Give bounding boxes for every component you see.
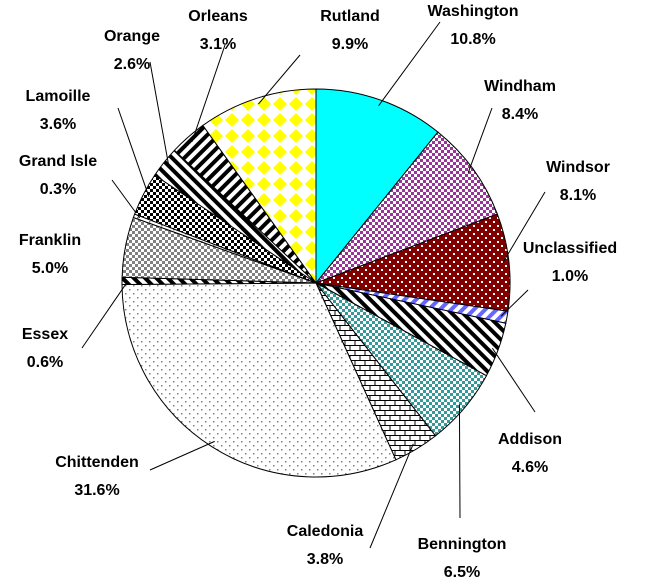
slice-value-label: 31.6% [74,482,119,499]
slice-value-label: 1.0% [552,268,588,285]
leader-line [191,44,226,142]
slice-label: Lamoille [26,88,91,105]
slice-value-label: 8.4% [502,106,538,123]
slice-label: Unclassified [523,240,617,257]
slice-value-label: 4.6% [512,459,548,476]
leader-line [149,440,215,471]
leader-line [111,179,141,219]
slice-label: Essex [22,326,68,343]
slice-value-label: 0.6% [27,354,63,371]
slice-label: Bennington [418,536,507,553]
slice-value-label: 3.6% [40,116,76,133]
slice-value-label: 3.8% [307,551,343,568]
slice-label: Windsor [546,159,610,176]
slice-label: Caledonia [287,523,364,540]
slice-label: Grand Isle [19,153,97,170]
slice-label: Orleans [188,8,248,25]
slice-label: Franklin [19,232,81,249]
slice-value-label: 3.1% [200,36,236,53]
slice-label: Washington [428,3,519,20]
slice-value-label: 5.0% [32,260,68,277]
leader-line [369,443,414,549]
leader-line [502,191,546,263]
slice-value-label: 8.1% [560,187,596,204]
slice-label: Rutland [320,8,380,25]
slice-value-label: 2.6% [114,56,150,73]
leader-line [149,61,170,167]
slice-label: Addison [498,431,562,448]
leader-line [378,21,441,107]
slice-label: Orange [104,28,160,45]
slice-value-label: 10.8% [450,31,495,48]
leader-line [500,289,529,317]
slice-value-label: 0.3% [40,181,76,198]
slice-label: Windham [484,78,556,95]
pie-slice [202,88,317,285]
slice-value-label: 6.5% [444,564,480,581]
pie-slice [121,282,397,478]
leader-line [81,280,129,349]
pie-slice [314,131,498,285]
slice-value-label: 9.9% [332,36,368,53]
slice-label: Chittenden [55,454,139,471]
leader-line [467,107,493,173]
leader-line [117,107,150,197]
leader-line [258,54,301,105]
leader-line [458,404,461,519]
leader-line [491,347,536,413]
pie-slice [315,88,439,285]
